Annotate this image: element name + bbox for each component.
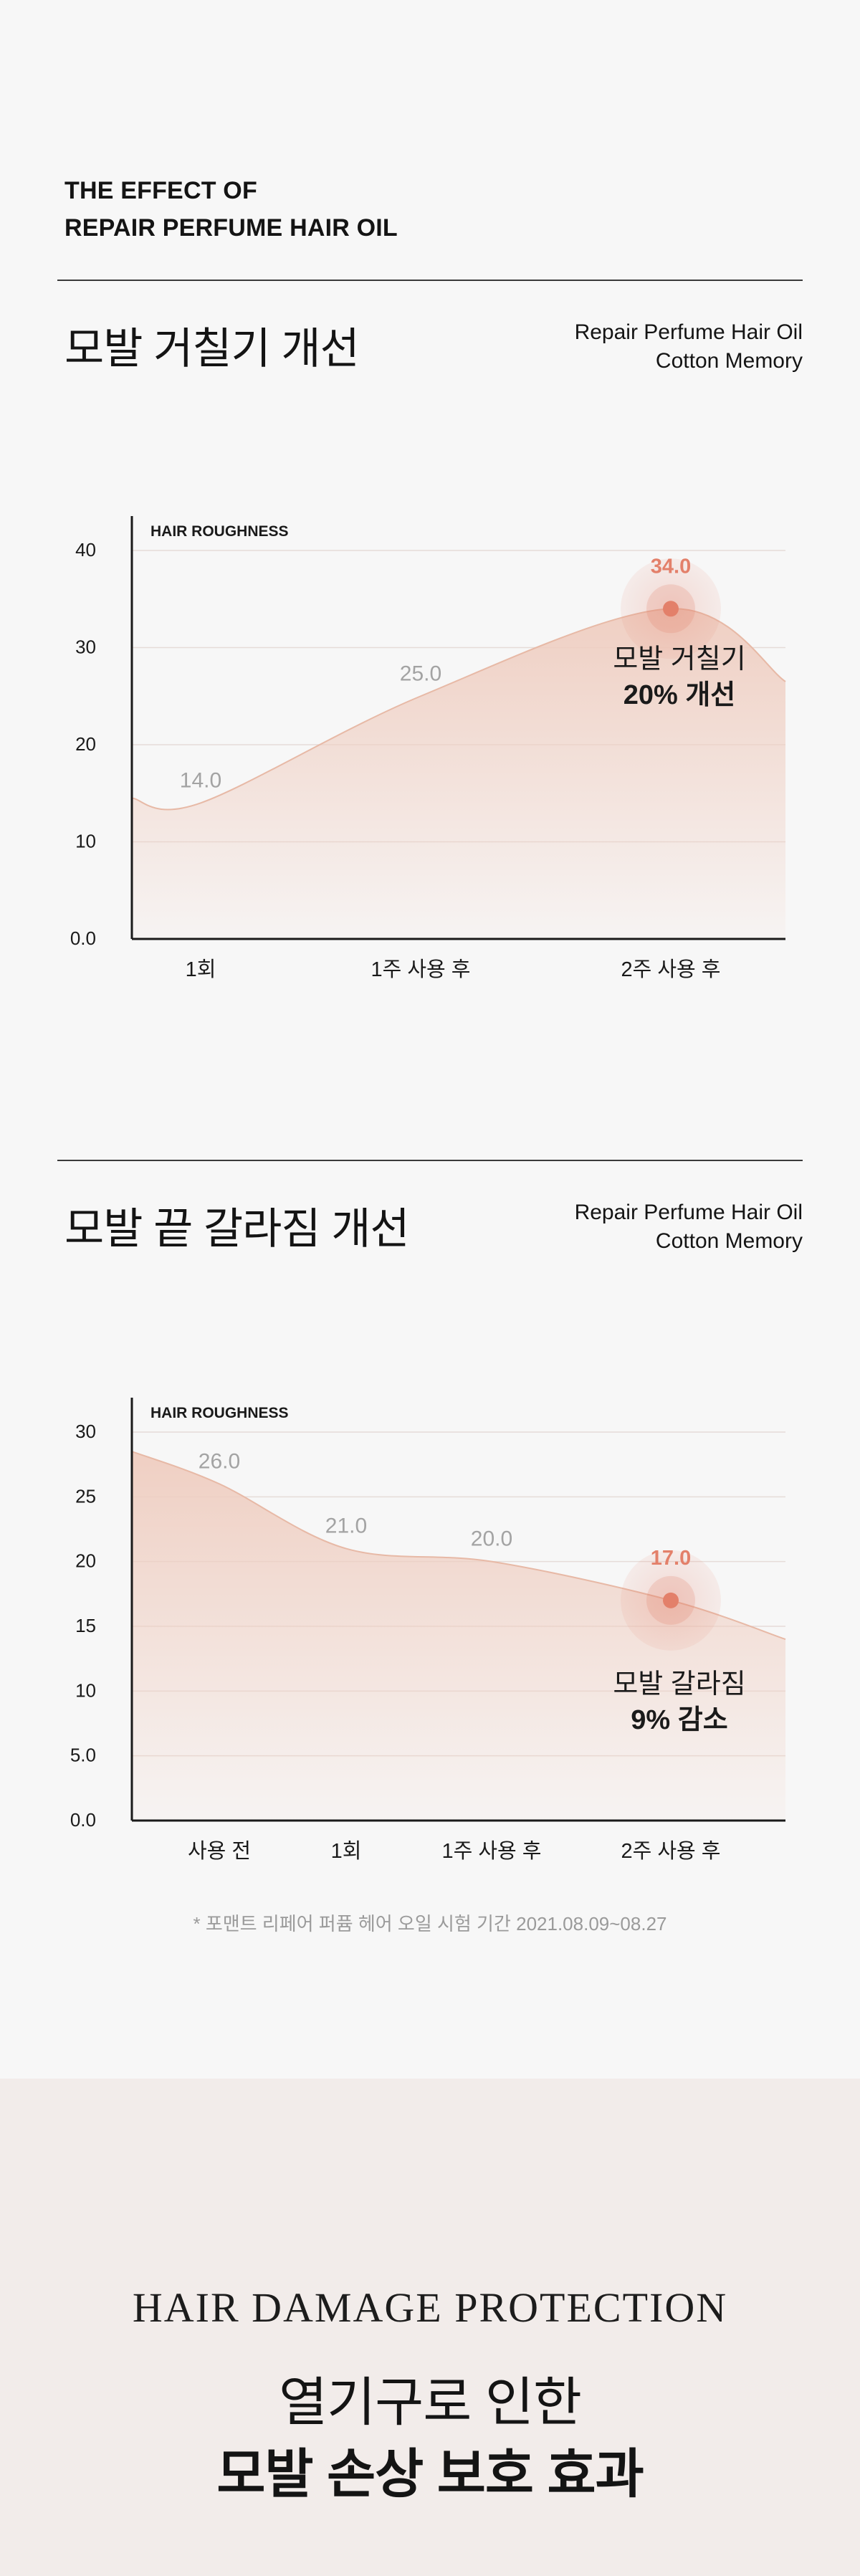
chart-title: HAIR ROUGHNESS: [150, 1405, 289, 1421]
y-tick-label: 25: [75, 1485, 96, 1507]
data-label: 34.0: [651, 555, 691, 578]
roughness-chart-svg: 0.0 10 20 30 40 HAIR ROUGHNESS 14.0 1회 25.0 1주 사용…: [70, 516, 786, 981]
y-tick-label: 5.0: [70, 1745, 96, 1766]
y-tick-label: 20: [75, 733, 96, 755]
intro-line-1: THE EFFECT OF: [64, 177, 257, 204]
split-ends-chart-svg: 0.0 5.0 10 15 20 25 30 HAIR ROUGHNESS 26.0 사용 전 21…: [70, 1398, 786, 1863]
y-tick-label: 30: [75, 1421, 96, 1442]
section-divider: [57, 280, 803, 281]
y-tick-label: 0.0: [70, 1809, 96, 1831]
data-point: [663, 601, 679, 617]
area-fill: [132, 1451, 785, 1821]
data-label: 25.0: [400, 662, 441, 685]
x-tick-label: 1회: [186, 958, 216, 981]
data-label: 17.0: [651, 1547, 691, 1570]
y-tick-label: 15: [75, 1615, 96, 1636]
bottom-subtitle-line-1: 열기구로 인한: [278, 2372, 582, 2432]
callout-value: 9% 감소: [631, 1705, 727, 1735]
area-fill: [132, 609, 785, 939]
x-tick-label: 1주 사용 후: [442, 1840, 542, 1863]
hair-damage-protection-title: HAIR DAMAGE PROTECTION: [132, 2284, 728, 2331]
data-point: [663, 1592, 679, 1608]
data-label: 14.0: [180, 768, 221, 792]
y-tick-label: 30: [75, 636, 96, 658]
x-tick-label: 2주 사용 후: [621, 958, 721, 981]
x-tick-label: 사용 전: [188, 1840, 251, 1863]
x-tick-label: 1회: [331, 1839, 362, 1863]
section-divider: [57, 1160, 803, 1161]
chart-title: HAIR ROUGHNESS: [150, 523, 289, 540]
section-title: 모발 거칠기 개선: [64, 325, 360, 373]
product-name-line-1: Repair Perfume Hair Oil: [574, 1201, 803, 1224]
data-label: 26.0: [199, 1449, 240, 1473]
intro-line-2: REPAIR PERFUME HAIR OIL: [64, 214, 398, 242]
bottom-subtitle-line-2: 모발 손상 보호 효과: [216, 2444, 644, 2504]
callout-value: 20% 개선: [624, 680, 736, 710]
bottom-band: [0, 2079, 860, 2576]
data-label: 21.0: [325, 1514, 367, 1538]
callout-label: 모발 거칠기: [613, 644, 745, 674]
y-tick-label: 10: [75, 1679, 96, 1701]
product-name-line-2: Cotton Memory: [655, 349, 803, 373]
data-label: 20.0: [471, 1527, 512, 1551]
y-tick-label: 10: [75, 831, 96, 852]
x-tick-label: 1주 사용 후: [371, 958, 471, 981]
y-tick-label: 0.0: [70, 927, 96, 949]
section-title: 모발 끝 갈라짐 개선: [64, 1205, 410, 1253]
x-tick-label: 2주 사용 후: [621, 1840, 721, 1863]
product-name-line-1: Repair Perfume Hair Oil: [574, 320, 803, 344]
test-period-footnote: * 포맨트 리페어 퍼퓸 헤어 오일 시험 기간 2021.08.09~08.2…: [193, 1913, 667, 1935]
callout-label: 모발 갈라짐: [613, 1669, 745, 1699]
y-tick-label: 40: [75, 539, 96, 560]
split-ends-chart: 0.0 5.0 10 15 20 25 30 HAIR ROUGHNESS 26.0 사용 전 21…: [57, 1383, 803, 1885]
product-name: Repair Perfume Hair Oil Cotton Memory: [575, 318, 803, 376]
y-tick-label: 20: [75, 1550, 96, 1572]
intro-heading: THE EFFECT OF REPAIR PERFUME HAIR OIL: [64, 172, 398, 247]
product-name-line-2: Cotton Memory: [655, 1229, 803, 1253]
product-name: Repair Perfume Hair Oil Cotton Memory: [575, 1198, 803, 1256]
roughness-chart: 0.0 10 20 30 40 HAIR ROUGHNESS 14.0 1회 25.0 1주 사용…: [57, 502, 803, 1003]
